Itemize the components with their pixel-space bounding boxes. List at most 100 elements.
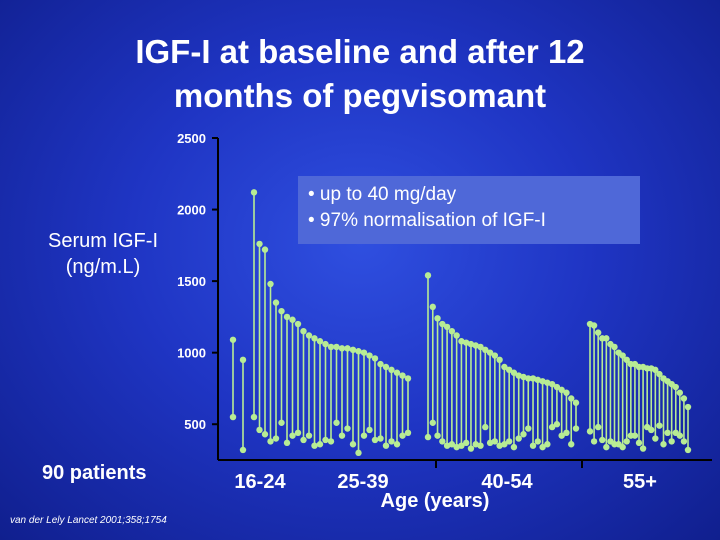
after-point-40-54-1	[424, 433, 432, 441]
baseline-point-40-54-28	[553, 383, 561, 391]
baseline-point-40-54-16	[496, 356, 503, 364]
y-axis-label: Serum IGF-I (ng/m.L)	[28, 228, 178, 280]
after-point-25-39-1	[250, 413, 258, 421]
after-point-25-39-11	[305, 432, 313, 439]
after-point-55+-21	[668, 438, 675, 445]
after-point-55+-2	[590, 438, 598, 445]
baseline-point-25-39-10	[300, 328, 307, 335]
after-point-40-54-25	[539, 443, 546, 451]
after-point-25-39-22	[366, 426, 373, 434]
baseline-point-55+-24	[680, 395, 688, 402]
after-point-55+-17	[652, 435, 659, 442]
after-point-25-39-24	[377, 435, 384, 442]
baseline-point-40-54-31	[568, 395, 575, 402]
x-category-label-55+: 55+	[623, 471, 657, 493]
baseline-point-25-39-13	[316, 338, 324, 345]
x-category-label-25-39: 25-39	[337, 471, 388, 493]
y-axis-label-line-2: (ng/m.L)	[65, 256, 141, 278]
after-point-55+-19	[660, 441, 667, 448]
baseline-point-40-54-17	[501, 363, 508, 371]
baseline-point-40-54-5	[443, 323, 451, 331]
baseline-point-55+-7	[611, 343, 618, 351]
after-point-40-54-17	[501, 441, 508, 448]
after-point-40-54-3	[434, 432, 441, 439]
after-point-40-54-24	[534, 438, 542, 445]
after-point-40-54-4	[439, 438, 446, 445]
after-point-25-39-13	[316, 441, 324, 448]
after-point-55+-20	[664, 429, 671, 437]
baseline-point-25-39-29	[404, 375, 412, 382]
after-point-40-54-2	[429, 419, 436, 426]
legend-item-dose: • up to 40 mg/day	[308, 184, 457, 205]
baseline-point-25-39-20	[355, 348, 362, 355]
baseline-point-40-54-1	[424, 272, 432, 279]
after-point-16-24-1	[229, 413, 237, 421]
after-point-40-54-19	[510, 443, 518, 451]
after-point-25-39-18	[344, 425, 351, 432]
y-tick-label-500: 500	[184, 417, 206, 432]
chart-title: IGF-I at baseline and after 12 months of…	[0, 30, 720, 118]
after-point-40-54-12	[477, 442, 484, 449]
baseline-point-40-54-27	[548, 380, 556, 388]
baseline-point-25-39-23	[371, 355, 379, 362]
baseline-point-55+-23	[676, 389, 684, 396]
baseline-point-25-39-1	[250, 189, 258, 196]
baseline-point-25-39-9	[294, 320, 302, 328]
after-point-40-54-23	[529, 442, 537, 449]
baseline-point-40-54-32	[572, 399, 580, 406]
after-point-25-39-17	[338, 432, 346, 439]
x-category-label-40-54: 40-54	[481, 471, 533, 493]
after-point-25-39-3	[261, 431, 269, 438]
y-tick-label-1000: 1000	[177, 346, 206, 361]
baseline-point-25-39-12	[311, 335, 318, 342]
baseline-point-40-54-15	[491, 352, 499, 359]
y-tick-label-2000: 2000	[177, 203, 206, 218]
after-point-55+-25	[684, 446, 692, 454]
after-point-25-39-26	[388, 438, 395, 445]
baseline-point-40-54-3	[434, 315, 441, 322]
baseline-point-40-54-4	[439, 320, 446, 328]
baseline-point-25-39-28	[399, 372, 406, 379]
after-point-40-54-18	[505, 438, 513, 445]
after-point-55+-23	[676, 432, 684, 439]
after-point-40-54-26	[544, 441, 551, 448]
baseline-point-55+-22	[672, 383, 679, 391]
baseline-point-40-54-2	[429, 303, 436, 311]
baseline-point-25-39-5	[272, 299, 280, 306]
after-point-25-39-19	[349, 441, 357, 448]
baseline-point-55+-25	[684, 403, 692, 411]
after-point-55+-3	[594, 423, 602, 431]
baseline-point-40-54-19	[510, 369, 518, 376]
baseline-point-40-54-30	[563, 389, 570, 396]
baseline-point-25-39-14	[322, 340, 329, 348]
baseline-point-40-54-12	[477, 343, 484, 351]
baseline-point-16-24-1	[229, 336, 237, 343]
baseline-point-40-54-14	[486, 349, 494, 356]
baseline-point-25-39-27	[393, 369, 401, 376]
after-point-25-39-15	[327, 438, 335, 445]
x-category-label-16-24: 16-24	[234, 471, 286, 493]
after-point-40-54-29	[558, 432, 565, 439]
after-point-25-39-5	[272, 435, 280, 442]
baseline-point-40-54-7	[453, 332, 460, 339]
chart-title-line-1: IGF-I at baseline and after 12	[135, 33, 585, 70]
baseline-point-16-24-2	[239, 356, 247, 364]
after-point-25-39-16	[333, 419, 340, 426]
after-point-40-54-21	[520, 431, 527, 438]
baseline-point-55+-10	[623, 356, 630, 364]
x-axis-title: Age (years)	[380, 490, 490, 512]
after-point-55+-14	[639, 445, 647, 452]
after-point-55+-24	[680, 438, 688, 445]
after-point-40-54-20	[515, 435, 522, 442]
after-point-55+-13	[635, 439, 643, 447]
after-point-55+-12	[631, 432, 639, 439]
after-point-40-54-28	[553, 421, 561, 428]
legend-item-normalisation: • 97% normalisation of IGF-I	[308, 210, 546, 231]
after-point-40-54-32	[572, 425, 580, 432]
baseline-point-40-54-29	[558, 386, 565, 394]
after-point-55+-18	[656, 422, 663, 429]
after-point-55+-16	[648, 426, 655, 434]
after-point-25-39-21	[360, 432, 368, 439]
after-point-25-39-7	[283, 439, 291, 447]
baseline-point-25-39-8	[289, 316, 296, 323]
